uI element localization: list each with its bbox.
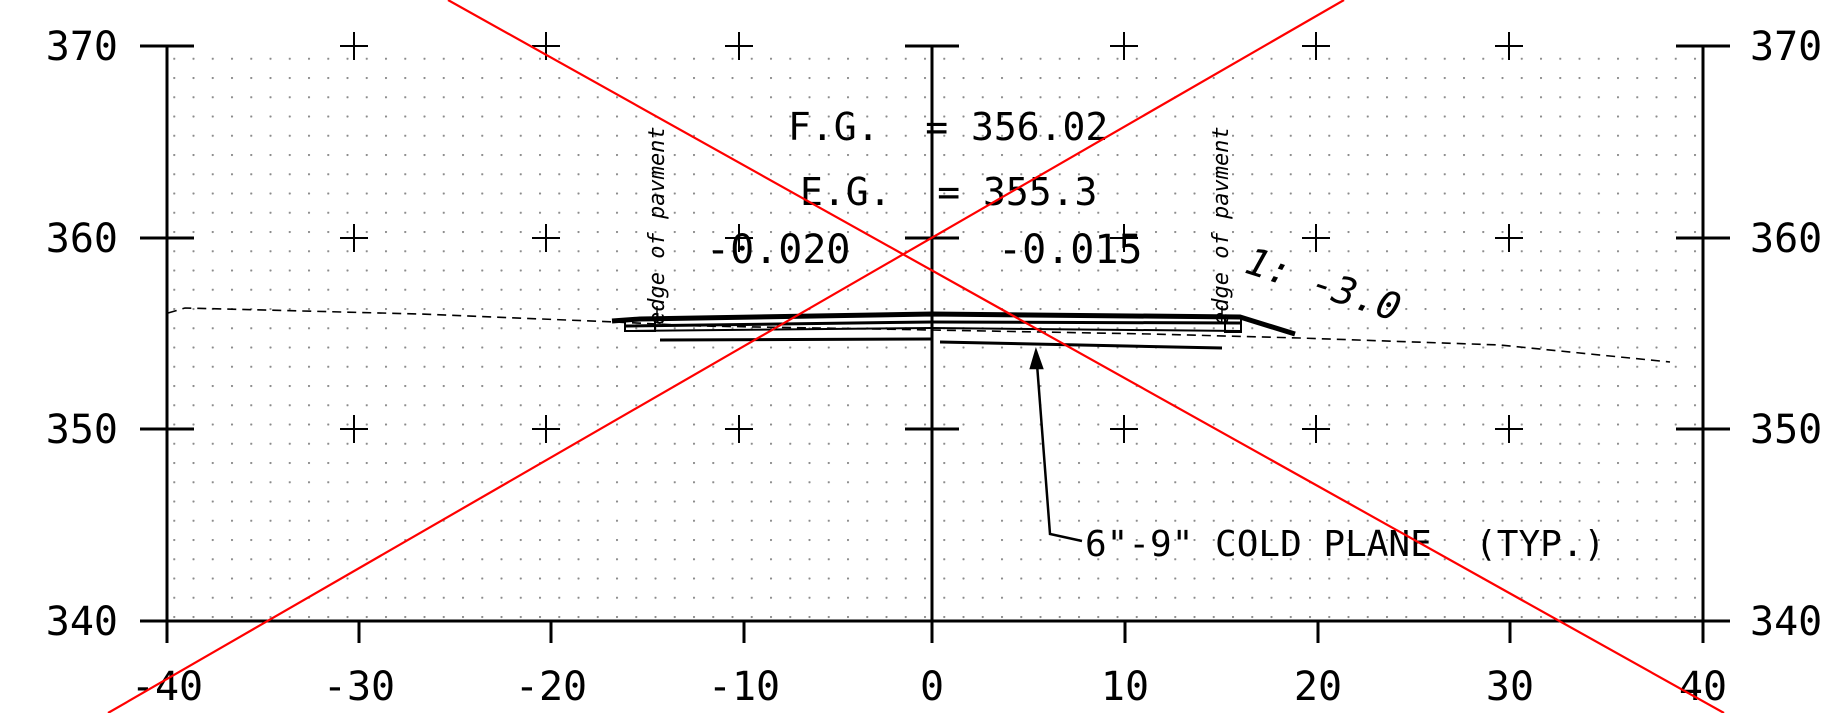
x-label-10: 10 bbox=[1101, 664, 1149, 710]
y-label-left-360: 360 bbox=[46, 216, 118, 262]
cold-plane-right bbox=[939, 340, 1223, 350]
pavement-layer-2 bbox=[624, 320, 1241, 328]
x-label-20: 20 bbox=[1294, 664, 1342, 710]
cold-plane-left bbox=[659, 337, 933, 342]
y-label-left-370: 370 bbox=[46, 24, 118, 70]
y-labels-right: 370 360 350 340 bbox=[1750, 24, 1822, 645]
x-label-0: 0 bbox=[920, 664, 944, 710]
y-label-right-350: 350 bbox=[1750, 407, 1822, 453]
pavement-left-edge bbox=[624, 318, 656, 332]
x-label-40: 40 bbox=[1679, 664, 1727, 710]
red-x-overlay bbox=[107, 0, 1725, 714]
pavement-layer-3 bbox=[624, 326, 1241, 332]
x-ticks bbox=[165, 621, 1705, 643]
x-label-30: 30 bbox=[1486, 664, 1534, 710]
x-label-neg10: -10 bbox=[708, 664, 780, 710]
axes-frame bbox=[165, 46, 1705, 623]
y-label-left-340: 340 bbox=[46, 599, 118, 645]
grid-crosses bbox=[340, 32, 1523, 443]
existing-ground-line bbox=[167, 307, 1671, 363]
edge-of-pavement-left: edge of pavment bbox=[645, 126, 670, 325]
y-labels-left: 370 360 350 340 bbox=[46, 24, 118, 645]
slope-right-label: -0.015 bbox=[998, 227, 1143, 273]
edge-of-pavement-right: edge of pavment bbox=[1209, 126, 1234, 325]
x-label-neg30: -30 bbox=[323, 664, 395, 710]
fg-label: F.G. = 356.02 bbox=[788, 105, 1108, 149]
eg-label: E.G. = 355.3 bbox=[800, 170, 1097, 214]
pavement-right-edge bbox=[1224, 316, 1242, 333]
cold-plane-callout: 6"-9" COLD PLANE (TYP.) bbox=[1085, 524, 1605, 565]
x-label-neg20: -20 bbox=[515, 664, 587, 710]
x-label-neg40: -40 bbox=[131, 664, 203, 710]
grid-area bbox=[167, 46, 1703, 621]
x-labels: -40 -30 -20 -10 0 10 20 30 40 bbox=[131, 664, 1727, 710]
y-label-right-360: 360 bbox=[1750, 216, 1822, 262]
callout-leader bbox=[1029, 346, 1083, 543]
y-label-right-340: 340 bbox=[1750, 599, 1822, 645]
y-label-left-350: 350 bbox=[46, 407, 118, 453]
slope-left-label: -0.020 bbox=[706, 227, 851, 273]
pavement-section bbox=[611, 306, 1296, 350]
y-label-right-370: 370 bbox=[1750, 24, 1822, 70]
